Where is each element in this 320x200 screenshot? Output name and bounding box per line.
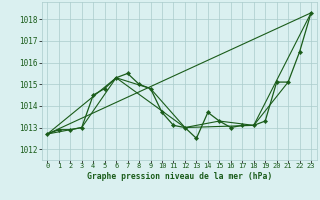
X-axis label: Graphe pression niveau de la mer (hPa): Graphe pression niveau de la mer (hPa) [87, 172, 272, 181]
